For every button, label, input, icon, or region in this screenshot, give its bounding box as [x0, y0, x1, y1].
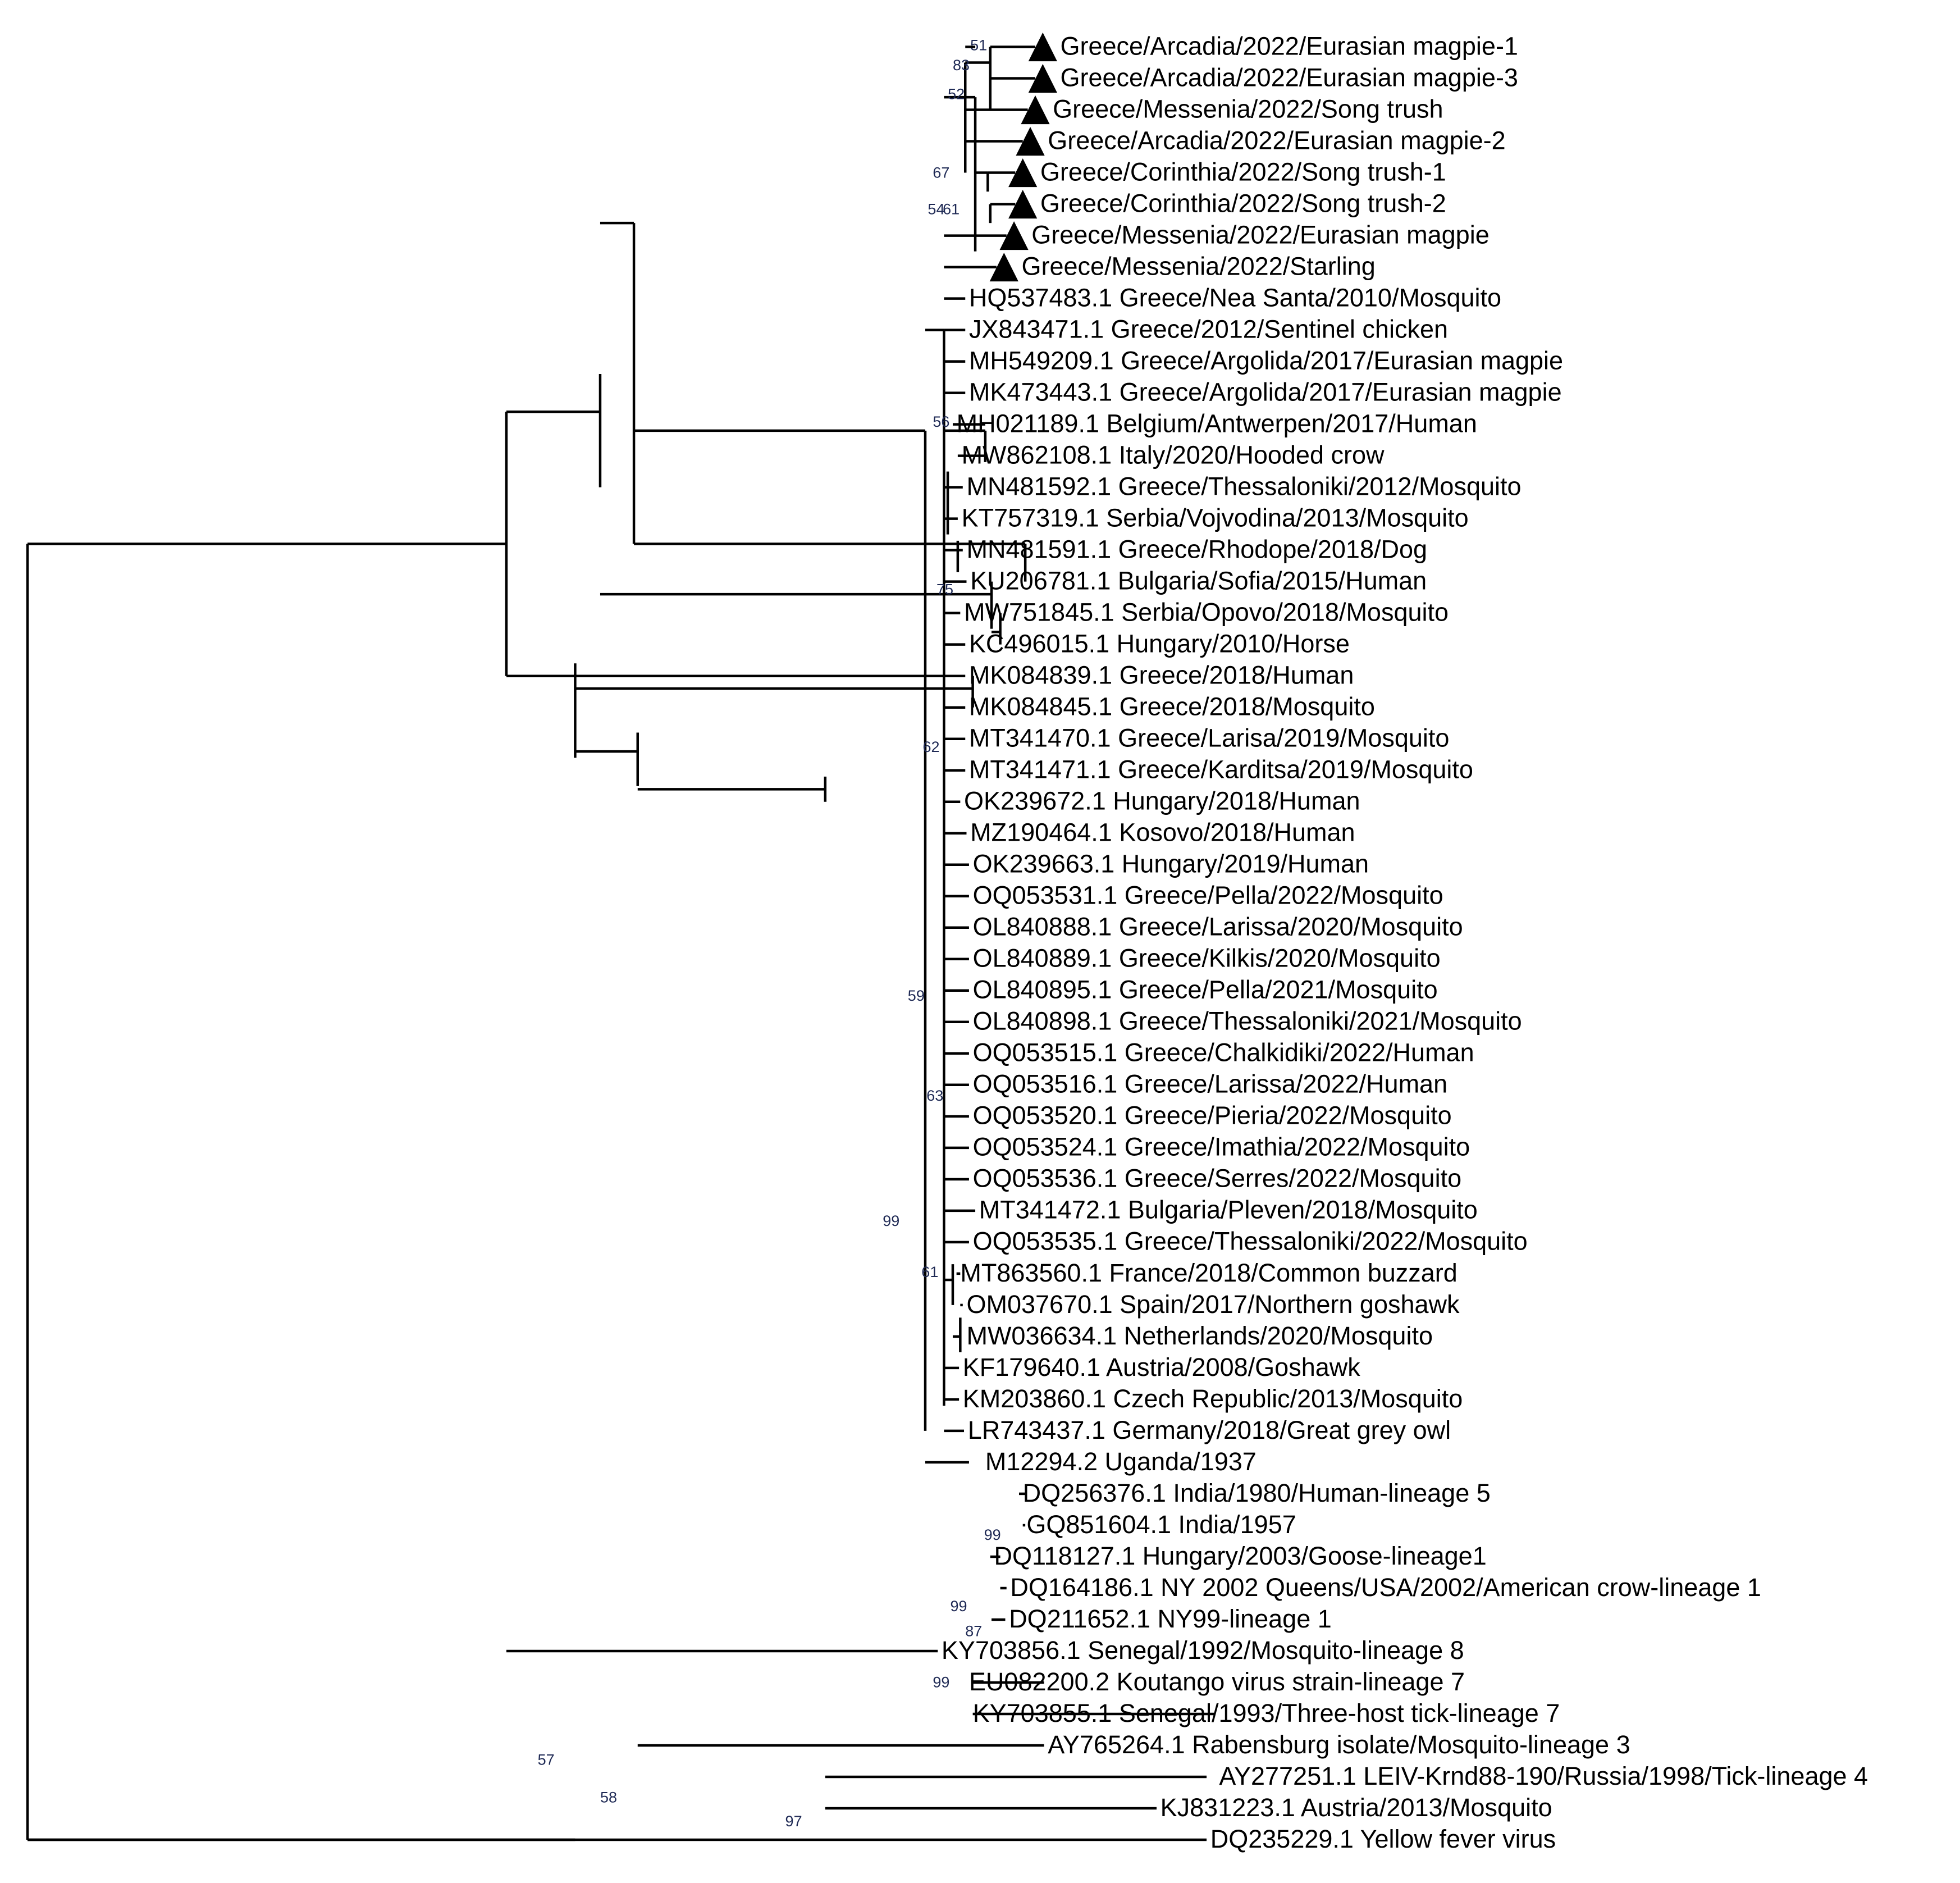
leaf-label: JX843471.1 Greece/2012/Sentinel chicken: [969, 314, 1448, 343]
triangle-marker-icon: [1016, 126, 1045, 156]
leaf-label: KM203860.1 Czech Republic/2013/Mosquito: [963, 1384, 1463, 1413]
triangle-marker-icon: [989, 252, 1018, 282]
triangle-marker-icon: [1021, 95, 1050, 125]
leaf-label: Greece/Arcadia/2022/Eurasian magpie-3: [1060, 63, 1518, 92]
leaf-label: OQ053515.1 Greece/Chalkidiki/2022/Human: [973, 1038, 1474, 1067]
leaf-label: OL840888.1 Greece/Larissa/2020/Mosquito: [973, 913, 1463, 941]
bootstrap-value: 97: [785, 1813, 802, 1830]
leaf-label: KT757319.1 Serbia/Vojvodina/2013/Mosquit…: [962, 504, 1469, 532]
leaf-label: OQ053524.1 Greece/Imathia/2022/Mosquito: [973, 1133, 1470, 1161]
bootstrap-value: 67: [933, 165, 949, 181]
leaf-label: MT863560.1 France/2018/Common buzzard: [960, 1259, 1457, 1287]
leaf-label: OL840889.1 Greece/Kilkis/2020/Mosquito: [973, 944, 1441, 973]
leaf-label: MK084845.1 Greece/2018/Mosquito: [969, 692, 1375, 721]
bootstrap-value: 63: [926, 1087, 943, 1104]
bootstrap-value: 56: [933, 413, 949, 430]
leaf-label: OL840898.1 Greece/Thessaloniki/2021/Mosq…: [973, 1007, 1522, 1036]
leaf-label: MN481592.1 Greece/Thessaloniki/2012/Mosq…: [966, 472, 1521, 501]
leaf-label: GQ851604.1 India/1957: [1026, 1510, 1296, 1539]
leaf-label: DQ235229.1 Yellow fever virus: [1210, 1825, 1556, 1853]
leaf-label: OQ053535.1 Greece/Thessaloniki/2022/Mosq…: [973, 1227, 1528, 1256]
leaf-label: OQ053531.1 Greece/Pella/2022/Mosquito: [973, 881, 1443, 910]
leaf-label: M12294.2 Uganda/1937: [985, 1447, 1257, 1476]
leaf-label: OQ053516.1 Greece/Larissa/2022/Human: [973, 1070, 1448, 1098]
leaf-label: Greece/Messenia/2022/Eurasian magpie: [1031, 220, 1489, 249]
leaf-label: OK239672.1 Hungary/2018/Human: [964, 787, 1360, 815]
leaf-label: Greece/Corinthia/2022/Song trush-1: [1040, 157, 1446, 186]
triangle-marker-icon: [1008, 158, 1038, 188]
bootstrap-value: 99: [933, 1674, 949, 1691]
leaf-label: MK084839.1 Greece/2018/Human: [969, 661, 1354, 690]
bootstrap-value: 59: [908, 987, 925, 1004]
leaf-label: MW751845.1 Serbia/Opovo/2018/Mosquito: [964, 598, 1449, 627]
leaf-markers: [989, 32, 1057, 282]
leaf-label: MN481591.1 Greece/Rhodope/2018/Dog: [966, 535, 1427, 564]
bootstrap-value: 75: [936, 581, 953, 598]
leaf-label: KC496015.1 Hungary/2010/Horse: [969, 630, 1350, 658]
leaf-label: DQ211652.1 NY99-lineage 1: [1009, 1604, 1332, 1633]
bootstrap-value: 51: [970, 37, 987, 54]
bootstrap-value: 61: [921, 1264, 938, 1280]
bootstrap-value: 57: [538, 1752, 555, 1768]
triangle-marker-icon: [1008, 189, 1038, 219]
leaf-label: KY703856.1 Senegal/1992/Mosquito-lineage…: [942, 1636, 1464, 1665]
leaf-label: Greece/Corinthia/2022/Song trush-2: [1040, 189, 1446, 217]
leaf-label: KJ831223.1 Austria/2013/Mosquito: [1161, 1793, 1552, 1822]
bootstrap-value: 99: [883, 1212, 899, 1229]
bootstrap-value: 52: [948, 85, 965, 102]
leaf-label: MH021189.1 Belgium/Antwerpen/2017/Human: [957, 409, 1477, 438]
leaf-label: DQ164186.1 NY 2002 Queens/USA/2002/Ameri…: [1010, 1573, 1761, 1602]
leaf-label: AY765264.1 Rabensburg isolate/Mosquito-l…: [1048, 1730, 1630, 1759]
leaf-label: OQ053520.1 Greece/Pieria/2022/Mosquito: [973, 1101, 1452, 1130]
leaf-label: KF179640.1 Austria/2008/Goshawk: [963, 1353, 1360, 1382]
bootstrap-value: 99: [951, 1598, 967, 1615]
leaf-label: KU206781.1 Bulgaria/Sofia/2015/Human: [970, 567, 1427, 595]
leaf-label: LR743437.1 Germany/2018/Great grey owl: [968, 1416, 1451, 1444]
leaf-label: MH549209.1 Greece/Argolida/2017/Eurasian…: [969, 346, 1563, 375]
bootstrap-value: 62: [923, 738, 940, 755]
leaf-label: DQ256376.1 India/1980/Human-lineage 5: [1023, 1479, 1491, 1507]
leaf-label: KY703855.1 Senegal/1993/Three-host tick-…: [973, 1699, 1560, 1727]
triangle-marker-icon: [1028, 63, 1057, 93]
leaf-label: EU082200.2 Koutango virus strain-lineage…: [969, 1667, 1465, 1696]
tree-branches: [26, 45, 1216, 1841]
triangle-marker-icon: [1028, 32, 1057, 62]
bootstrap-value: 54: [928, 200, 944, 217]
leaf-label: AY277251.1 LEIV-Krnd88-190/Russia/1998/T…: [1219, 1762, 1868, 1790]
bootstrap-value: 99: [984, 1526, 1001, 1543]
bootstrap-value: 58: [600, 1789, 617, 1806]
leaf-label: HQ537483.1 Greece/Nea Santa/2010/Mosquit…: [969, 283, 1501, 312]
leaf-label: Greece/Arcadia/2022/Eurasian magpie-2: [1048, 126, 1505, 154]
leaf-label: MK473443.1 Greece/Argolida/2017/Eurasian…: [969, 378, 1562, 407]
triangle-marker-icon: [999, 221, 1029, 250]
leaf-label: Greece/Arcadia/2022/Eurasian magpie-1: [1060, 31, 1518, 60]
leaf-label: OL840895.1 Greece/Pella/2021/Mosquito: [973, 975, 1438, 1004]
leaf-label: OQ053536.1 Greece/Serres/2022/Mosquito: [973, 1164, 1462, 1193]
leaf-label: MW036634.1 Netherlands/2020/Mosquito: [966, 1321, 1433, 1350]
leaf-label: Greece/Messenia/2022/Starling: [1021, 252, 1375, 280]
bootstrap-value: 83: [953, 57, 970, 74]
leaf-labels: Greece/Arcadia/2022/Eurasian magpie-1 Gre…: [942, 31, 1868, 1853]
bootstrap-value: 61: [943, 200, 960, 217]
leaf-label: MW862108.1 Italy/2020/Hooded crow: [962, 441, 1385, 469]
leaf-label: MZ190464.1 Kosovo/2018/Human: [970, 818, 1355, 847]
leaf-label: OM037670.1 Spain/2017/Northern goshawk: [966, 1290, 1460, 1319]
leaf-label: MT341472.1 Bulgaria/Pleven/2018/Mosquito: [979, 1196, 1478, 1224]
leaf-label: OK239663.1 Hungary/2019/Human: [973, 850, 1369, 878]
leaf-label: MT341470.1 Greece/Larisa/2019/Mosquito: [969, 724, 1450, 753]
leaf-label: Greece/Messenia/2022/Song trush: [1053, 94, 1443, 123]
leaf-label: DQ118127.1 Hungary/2003/Goose-lineage1: [994, 1542, 1486, 1570]
leaf-label: MT341471.1 Greece/Karditsa/2019/Mosquito: [969, 755, 1473, 784]
bootstrap-value: 87: [965, 1622, 982, 1639]
